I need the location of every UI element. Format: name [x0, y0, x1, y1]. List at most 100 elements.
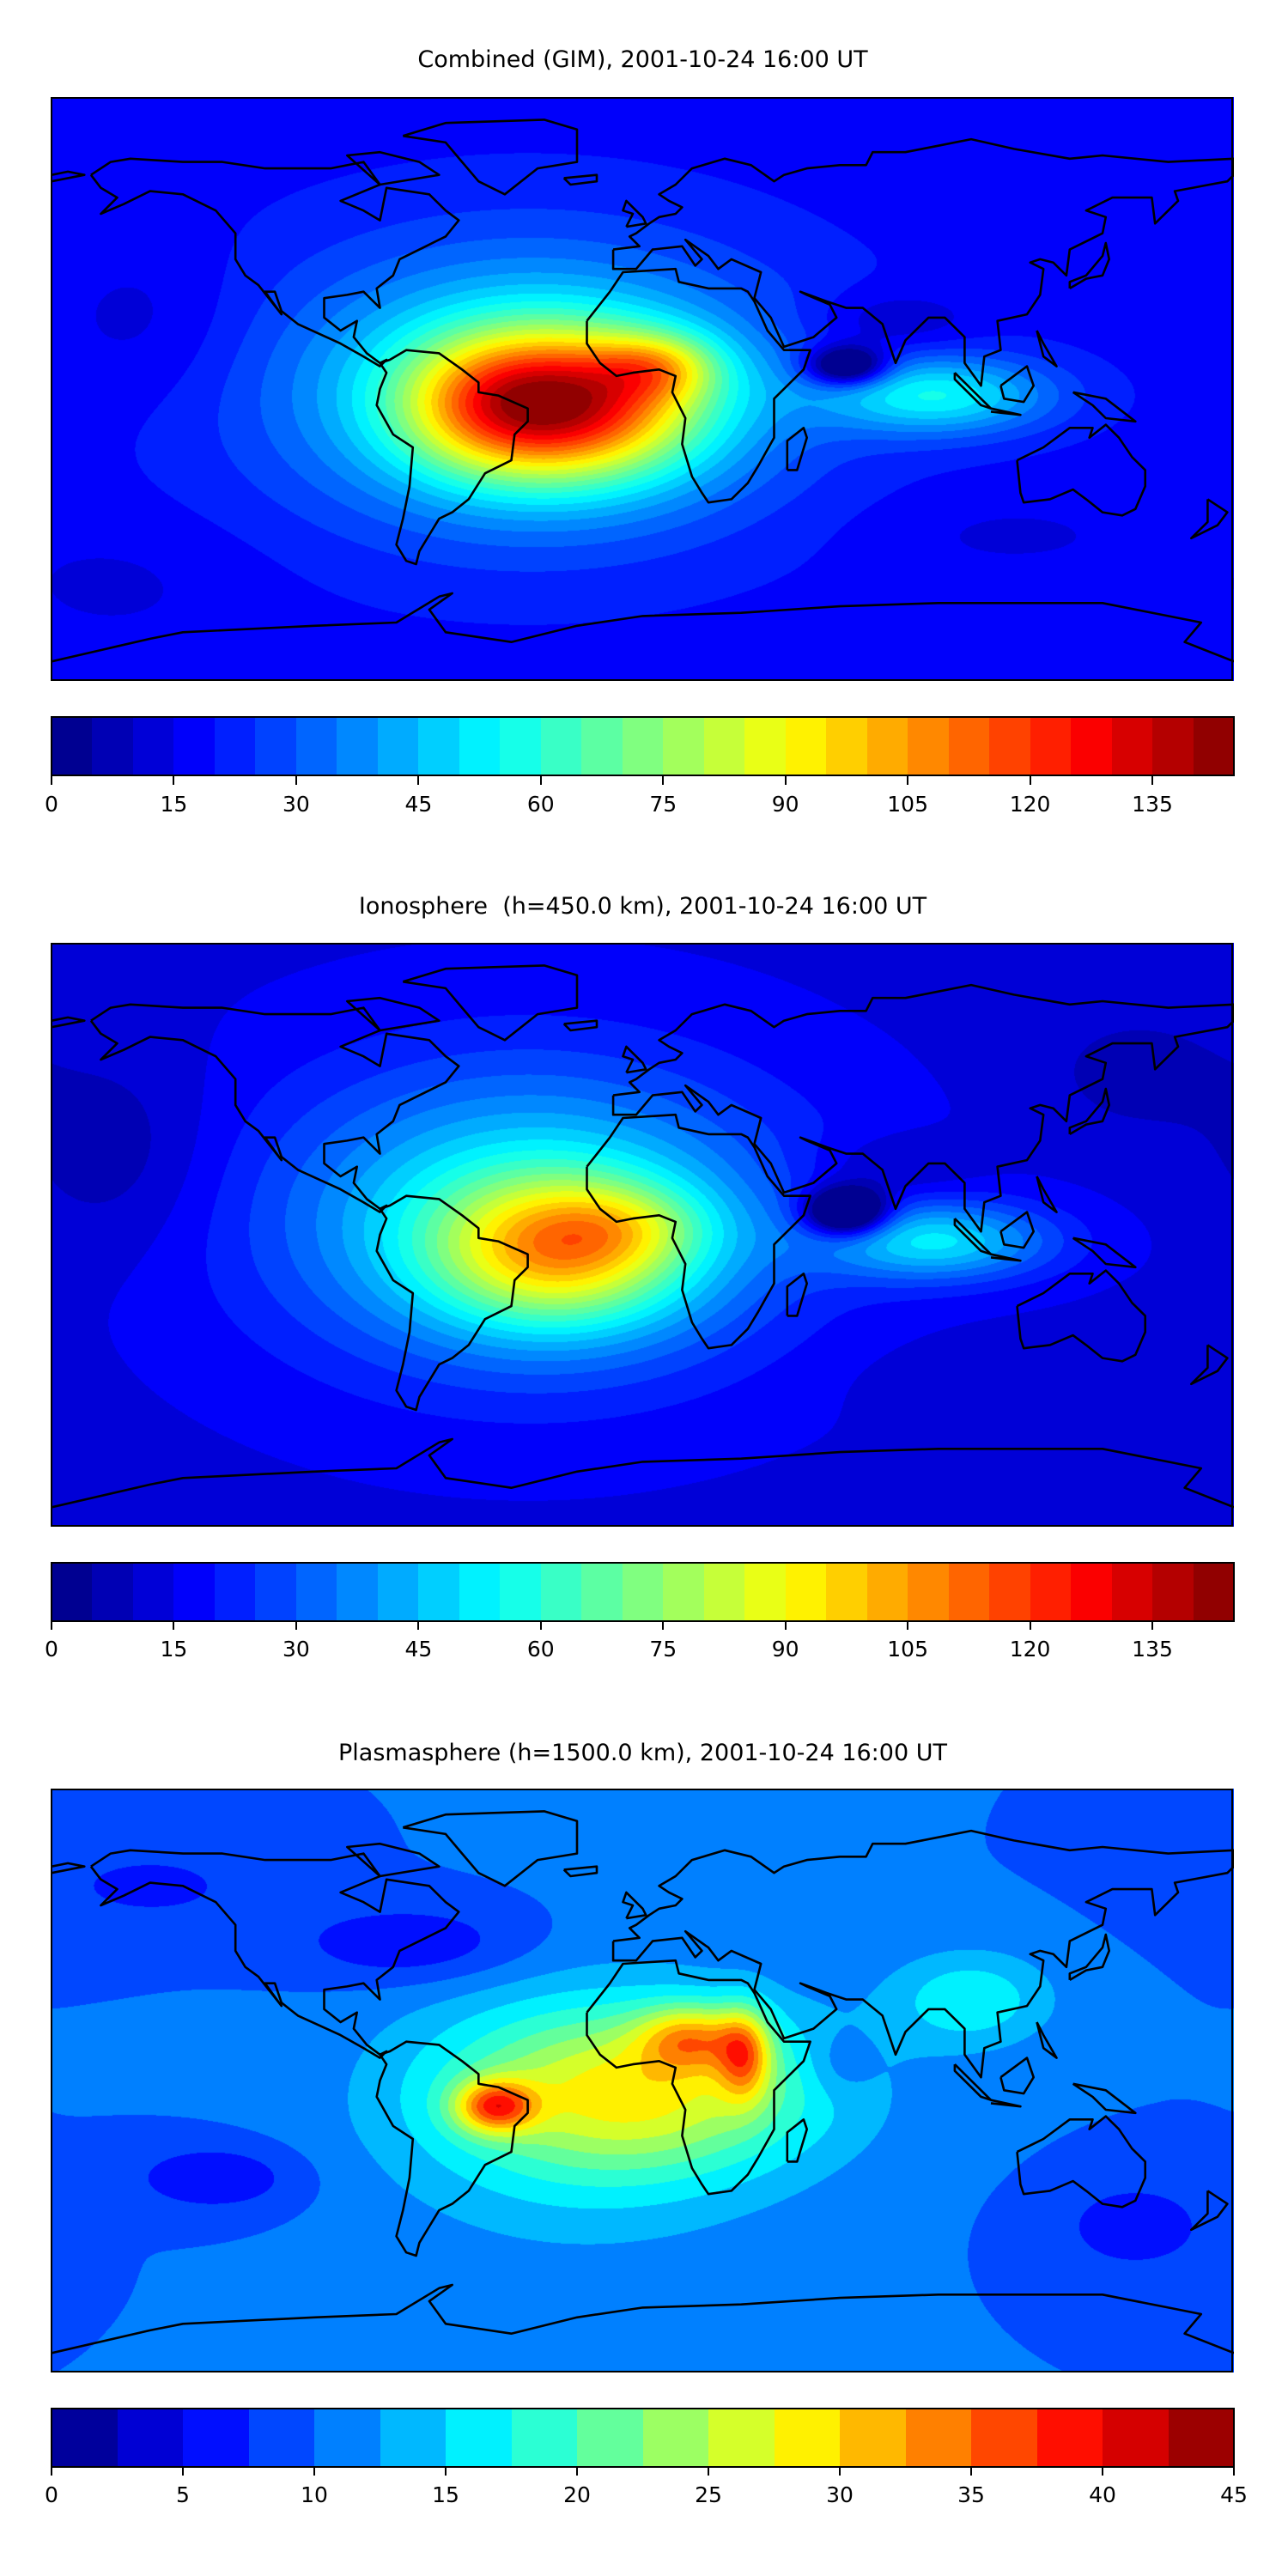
coastline — [346, 1842, 440, 1878]
colorbar-tick — [51, 1621, 52, 1630]
coastline — [375, 1194, 529, 1412]
colorbar-level — [826, 717, 867, 775]
coastline — [622, 1045, 647, 1074]
coastline — [999, 2057, 1035, 2095]
chart-title: Plasmasphere (h=1500.0 km), 2001-10-24 1… — [338, 1740, 947, 1766]
coastline — [953, 372, 993, 410]
colorbar-tick — [708, 2467, 709, 2476]
colorbar-level — [337, 1563, 378, 1621]
colorbar-tick — [417, 1621, 420, 1630]
colorbar-level — [1193, 1563, 1235, 1621]
colorbar-tick — [295, 1621, 297, 1630]
colorbar-level — [642, 2409, 708, 2467]
colorbar-level — [1111, 1563, 1153, 1621]
colorbar-level — [948, 717, 990, 775]
coastline — [1036, 1176, 1058, 1213]
coastline — [52, 170, 86, 183]
colorbar-tick-label: 135 — [1132, 792, 1173, 817]
colorbar-tick-label: 105 — [887, 1637, 928, 1662]
coastline — [52, 1016, 86, 1029]
colorbar-level — [703, 717, 745, 775]
colorbar-level — [511, 2409, 577, 2467]
colorbar-tick-label: 90 — [771, 1637, 799, 1662]
colorbar-tick-label: 40 — [1089, 2482, 1116, 2507]
colorbar-level — [744, 1563, 786, 1621]
coastline — [953, 2063, 993, 2101]
colorbar-level — [214, 717, 256, 775]
colorbar-tick — [970, 2467, 972, 2476]
coastline — [999, 1211, 1035, 1249]
colorbar-tick — [417, 776, 420, 785]
coastline — [562, 1019, 598, 1032]
colorbar-level — [826, 1563, 867, 1621]
colorbar-level — [117, 2409, 183, 2467]
coastline — [586, 267, 811, 504]
colorbar-level — [744, 717, 786, 775]
colorbar-level — [1030, 717, 1072, 775]
colorbar-tick — [182, 2467, 184, 2476]
coastline — [346, 150, 440, 186]
coastline — [586, 1959, 811, 2196]
colorbar-tick — [1102, 2467, 1103, 2476]
coastline — [346, 996, 440, 1032]
coastline — [990, 407, 1022, 416]
colorbar-tick — [784, 1621, 787, 1630]
colorbar-tick-label: 45 — [1220, 2482, 1248, 2507]
colorbar-level — [866, 1563, 908, 1621]
colorbar-level — [1071, 1563, 1112, 1621]
colorbar-tick — [51, 776, 52, 785]
colorbar-level — [418, 1563, 459, 1621]
coastline — [786, 2118, 808, 2163]
colorbar — [52, 1563, 1235, 1621]
colorbar-level — [989, 717, 1030, 775]
colorbar-level — [1103, 2409, 1169, 2467]
colorbar-level — [1111, 717, 1153, 775]
coastline — [562, 1865, 598, 1878]
colorbar-tick-label: 0 — [45, 1637, 58, 1662]
colorbar-tick-label: 75 — [649, 792, 677, 817]
colorbar-tick-label: 30 — [826, 2482, 854, 2507]
colorbar-level — [1152, 1563, 1194, 1621]
colorbar-level — [971, 2409, 1037, 2467]
colorbar-level — [183, 2409, 249, 2467]
colorbar-tick — [784, 776, 787, 785]
colorbar-level — [459, 717, 501, 775]
coastline — [586, 1113, 811, 1350]
colorbar-tick-label: 20 — [563, 2482, 591, 2507]
colorbar-level — [840, 2409, 906, 2467]
coastline — [1016, 2115, 1146, 2208]
colorbar-level — [92, 1563, 133, 1621]
coastline — [89, 1003, 460, 1213]
colorbar-level — [52, 717, 93, 775]
colorbar-tick — [1151, 776, 1154, 785]
colorbar-level — [785, 1563, 827, 1621]
colorbar-level — [908, 717, 949, 775]
colorbar-level — [622, 1563, 664, 1621]
colorbar-level — [1071, 717, 1112, 775]
colorbar-tick — [907, 1621, 909, 1630]
colorbar-tick-label: 30 — [282, 792, 310, 817]
colorbar-tick — [173, 776, 175, 785]
colorbar-level — [774, 2409, 840, 2467]
coastline — [52, 2283, 1234, 2354]
coastline — [622, 199, 647, 228]
coastline — [786, 427, 808, 471]
coastline — [402, 1810, 579, 1887]
colorbar-level — [989, 1563, 1030, 1621]
colorbar-tick-label: 15 — [160, 792, 188, 817]
coastline — [1190, 1344, 1229, 1386]
colorbar-tick-label: 45 — [404, 792, 433, 817]
coastline — [562, 173, 598, 186]
colorbar-level — [663, 717, 704, 775]
colorbar-level — [908, 1563, 949, 1621]
colorbar-level — [1036, 2409, 1103, 2467]
colorbar-level — [540, 1563, 582, 1621]
colorbar-level — [459, 1563, 501, 1621]
colorbar-level — [248, 2409, 314, 2467]
coastline — [1068, 1087, 1110, 1136]
colorbar-level — [52, 2409, 118, 2467]
colorbar-level — [52, 1563, 93, 1621]
colorbar-tick-label: 0 — [45, 2482, 58, 2507]
colorbar-level — [500, 717, 541, 775]
colorbar-level — [446, 2409, 512, 2467]
